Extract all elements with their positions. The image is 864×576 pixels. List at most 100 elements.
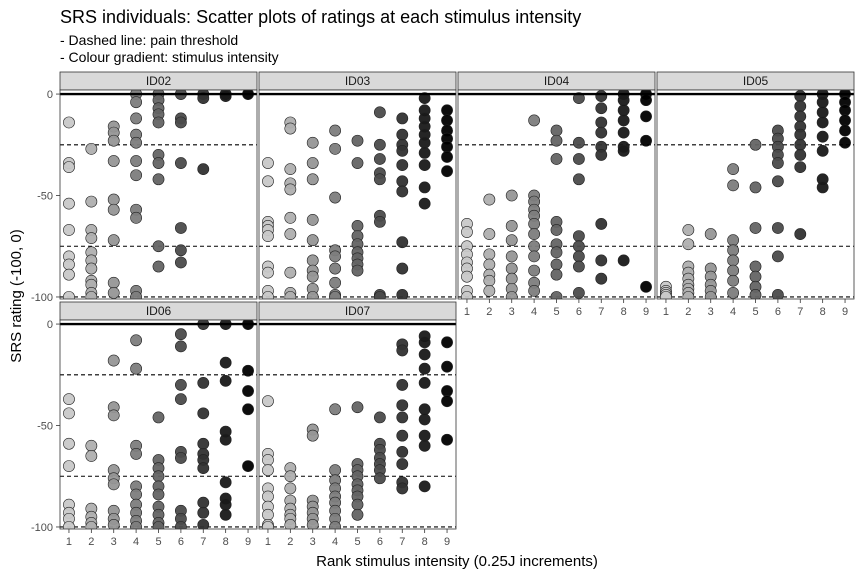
- data-point: [839, 114, 851, 127]
- data-point: [617, 144, 630, 157]
- data-point: [396, 429, 409, 442]
- data-point: [63, 393, 75, 406]
- data-point: [130, 521, 143, 529]
- data-point: [262, 521, 274, 529]
- data-point: [418, 159, 431, 171]
- x-tick-label: 5: [553, 306, 559, 318]
- data-point: [63, 161, 75, 174]
- x-tick-label: 2: [685, 306, 691, 318]
- x-axis-title: Rank stimulus intensity (0.25J increment…: [316, 553, 598, 570]
- data-point: [152, 240, 165, 253]
- chart-title: SRS individuals: Scatter plots of rating…: [60, 7, 581, 27]
- data-point: [528, 218, 541, 230]
- data-point: [572, 153, 585, 165]
- x-tick-label: 2: [88, 536, 94, 548]
- data-point: [130, 291, 143, 299]
- data-point: [617, 104, 630, 117]
- data-point: [152, 411, 165, 424]
- data-point: [617, 94, 630, 107]
- data-point: [461, 291, 473, 299]
- data-point: [528, 240, 541, 253]
- data-point: [550, 124, 563, 137]
- x-tick-label: 8: [223, 536, 229, 548]
- data-point: [174, 393, 187, 406]
- data-point: [483, 193, 496, 206]
- panel-plot-area: [259, 92, 456, 299]
- data-point: [329, 403, 342, 416]
- data-point: [816, 116, 829, 129]
- x-tick-label: 2: [486, 306, 492, 318]
- data-point: [306, 270, 319, 283]
- data-point: [749, 181, 762, 194]
- data-point: [483, 274, 496, 287]
- data-point: [63, 224, 75, 236]
- data-point: [85, 291, 98, 299]
- data-point: [727, 264, 740, 277]
- data-point: [572, 230, 585, 242]
- data-point: [284, 519, 297, 529]
- x-tick-label: 9: [643, 306, 649, 318]
- data-point: [640, 94, 652, 107]
- data-point: [174, 157, 187, 169]
- data-point: [219, 476, 232, 489]
- data-point: [839, 104, 851, 117]
- data-point: [284, 482, 297, 495]
- data-point: [396, 262, 409, 275]
- y-axis-ticks: 0 -50 -100 0 -50 -100: [31, 89, 60, 534]
- facet-panel-id02: ID02: [59, 71, 258, 300]
- facet-panel-id04: ID04: [457, 71, 656, 300]
- data-point: [242, 385, 254, 397]
- data-point: [284, 183, 297, 196]
- x-tick-label: 8: [422, 536, 428, 548]
- data-point: [107, 203, 120, 216]
- x-tick-label: 4: [133, 536, 139, 548]
- data-point: [63, 268, 75, 281]
- y-tick-label: -100: [31, 522, 53, 534]
- data-point: [816, 144, 829, 157]
- data-point: [284, 266, 297, 279]
- data-point: [351, 401, 364, 414]
- data-point: [197, 506, 210, 519]
- data-point: [418, 197, 431, 210]
- chart-subtitle-line-1: - Dashed line: pain threshold: [60, 32, 238, 48]
- data-point: [794, 110, 807, 123]
- panel-plot-area: [259, 322, 456, 529]
- data-point: [373, 106, 386, 119]
- facet-strip-label: ID02: [146, 74, 172, 88]
- data-point: [396, 112, 409, 125]
- data-point: [351, 264, 364, 277]
- facet-strip-label: ID07: [345, 304, 371, 318]
- data-point: [528, 228, 541, 240]
- data-point: [640, 134, 652, 147]
- data-point: [572, 136, 585, 149]
- data-point: [839, 124, 851, 137]
- data-point: [329, 464, 342, 477]
- panel-border: [59, 89, 258, 300]
- facet-strip-label: ID06: [146, 304, 172, 318]
- data-point: [242, 460, 254, 472]
- data-point: [130, 169, 143, 182]
- data-point: [441, 165, 453, 178]
- data-point: [441, 104, 453, 117]
- x-tick-label: 7: [797, 306, 803, 318]
- data-point: [63, 407, 75, 420]
- data-point: [329, 191, 342, 204]
- data-point: [505, 262, 518, 275]
- data-point: [306, 429, 319, 442]
- data-point: [640, 280, 652, 293]
- x-axis-ticks: 1 2 3 4 5 6 7 8 9 1 2 3 4 5 6 7 8 9 1 2 3 4 5 6 7 8 9 1 2 3 4 5 6 7 8 9: [66, 299, 848, 548]
- data-point: [816, 96, 829, 109]
- data-point: [749, 270, 762, 283]
- x-tick-label: 6: [178, 536, 184, 548]
- data-point: [617, 114, 630, 127]
- data-point: [418, 377, 431, 389]
- data-point: [152, 521, 165, 529]
- data-point: [418, 439, 431, 452]
- x-tick-label: 5: [752, 306, 758, 318]
- data-point: [418, 348, 431, 361]
- data-point: [85, 142, 98, 155]
- data-point: [262, 230, 274, 242]
- data-point: [174, 244, 187, 257]
- data-point: [242, 403, 254, 416]
- data-point: [130, 112, 143, 125]
